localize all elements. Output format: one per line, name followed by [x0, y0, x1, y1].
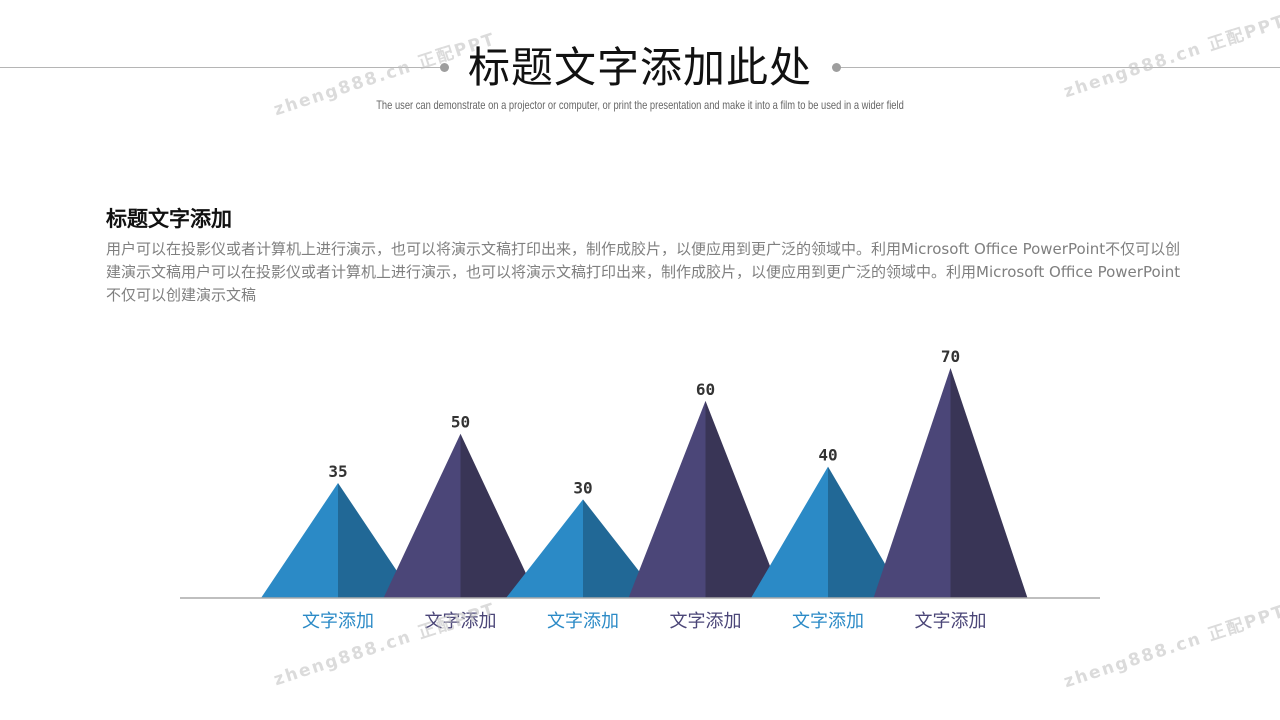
- data-label: 30: [573, 478, 592, 497]
- category-label: 文字添加: [915, 611, 987, 632]
- data-label: 40: [818, 446, 837, 465]
- header-dot-right: [832, 63, 841, 72]
- data-label: 50: [451, 413, 470, 432]
- category-label: 文字添加: [425, 611, 497, 632]
- pyramid-face-right: [705, 400, 783, 598]
- data-label: 60: [696, 380, 715, 399]
- data-label: 35: [328, 462, 347, 481]
- pyramid-face-left: [506, 499, 583, 598]
- category-label: 文字添加: [792, 611, 864, 632]
- page-subtitle: The user can demonstrate on a projector …: [376, 98, 904, 112]
- header-dot-left: [440, 63, 449, 72]
- pyramid-face-left: [873, 368, 951, 598]
- section-body: 用户可以在投影仪或者计算机上进行演示，也可以将演示文稿打印出来，制作成胶片，以便…: [106, 240, 1181, 304]
- page-title: 标题文字添加此处: [467, 43, 812, 92]
- header-rule-right: [840, 67, 1280, 68]
- pyramid-face-right: [460, 433, 538, 598]
- pyramid-face-left: [628, 400, 706, 598]
- section-title: 标题文字添加: [106, 207, 232, 231]
- category-label: 文字添加: [302, 611, 374, 632]
- pyramid-face-right: [583, 499, 660, 598]
- pyramid-face-left: [261, 483, 338, 598]
- pyramid-face-right: [338, 483, 415, 598]
- data-label: 70: [941, 347, 960, 366]
- category-label: 文字添加: [547, 611, 619, 632]
- category-label: 文字添加: [670, 611, 742, 632]
- pyramid-face-left: [383, 433, 461, 598]
- header-rule-left: [0, 67, 440, 68]
- pyramid-face-right: [950, 368, 1028, 598]
- pyramid-face-left: [751, 466, 828, 598]
